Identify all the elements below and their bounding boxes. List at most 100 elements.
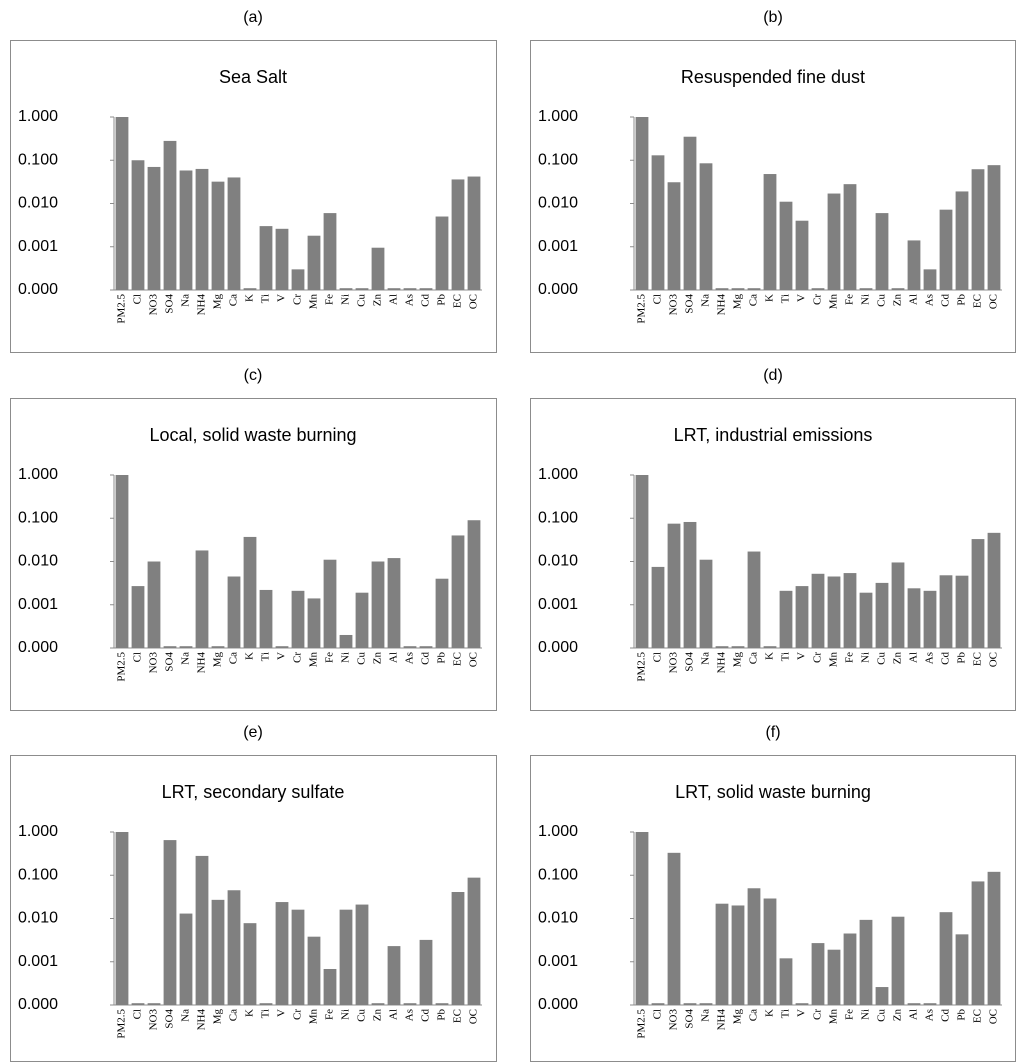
bar xyxy=(939,912,953,1005)
x-tick-label: Al xyxy=(388,294,400,305)
bar xyxy=(403,1003,417,1005)
bar xyxy=(259,226,273,290)
bar xyxy=(227,576,241,648)
x-tick-label: V xyxy=(276,294,288,302)
bar xyxy=(355,288,369,290)
bar xyxy=(763,898,777,1005)
x-tick-label: Cd xyxy=(420,294,432,307)
x-tick-label: Cu xyxy=(876,1009,888,1022)
bar xyxy=(227,177,241,290)
x-tick-label: K xyxy=(764,1009,776,1017)
bar xyxy=(779,201,793,290)
x-tick-label: Zn xyxy=(372,652,384,665)
bar xyxy=(419,288,433,290)
bar xyxy=(747,288,761,290)
bar xyxy=(307,936,321,1005)
bar xyxy=(451,535,465,648)
x-tick-label: K xyxy=(764,652,776,660)
bar xyxy=(843,184,857,290)
bar xyxy=(131,160,145,290)
x-tick-label: SO4 xyxy=(164,652,176,672)
bar xyxy=(731,905,745,1005)
x-tick-label: As xyxy=(924,294,936,306)
bar xyxy=(419,646,433,648)
y-tick-label: 0.000 xyxy=(538,281,578,298)
bar xyxy=(323,968,337,1005)
x-tick-label: Cd xyxy=(940,652,952,665)
y-tick-label: 0.000 xyxy=(538,639,578,656)
chart-title: Local, solid waste burning xyxy=(149,425,356,445)
x-tick-label: Ni xyxy=(340,294,352,305)
x-tick-label: EC xyxy=(972,1009,984,1023)
x-tick-label: Ca xyxy=(228,294,240,306)
bar xyxy=(875,987,889,1005)
x-tick-label: Ca xyxy=(748,652,760,664)
x-tick-label: OC xyxy=(468,294,480,309)
x-tick-label: Ca xyxy=(748,294,760,306)
chart-title: LRT, secondary sulfate xyxy=(162,782,345,802)
panel-box xyxy=(530,398,1016,711)
x-tick-label: As xyxy=(404,1009,416,1021)
x-tick-label: Fe xyxy=(844,1009,856,1020)
y-tick-label: 0.100 xyxy=(538,509,578,526)
bar xyxy=(779,590,793,648)
bar xyxy=(115,832,129,1005)
x-tick-label: As xyxy=(924,1009,936,1021)
bar xyxy=(795,586,809,648)
y-tick-label: 1.000 xyxy=(18,466,58,483)
bar xyxy=(811,943,825,1005)
bar xyxy=(451,891,465,1005)
bar xyxy=(259,589,273,648)
x-tick-label: Na xyxy=(700,294,712,307)
x-tick-label: NO3 xyxy=(148,652,160,674)
x-tick-label: Zn xyxy=(372,294,384,307)
panel: (d) LRT, industrial emissions 0.000 0.001 0.… xyxy=(530,367,1016,711)
bar xyxy=(435,216,449,290)
y-tick-label: 0.010 xyxy=(18,910,58,927)
x-tick-label: NH4 xyxy=(716,294,728,316)
bar xyxy=(163,840,177,1005)
bar xyxy=(683,521,697,648)
x-tick-label: Pb xyxy=(436,652,448,664)
x-tick-label: Ca xyxy=(228,652,240,664)
x-tick-label: NH4 xyxy=(196,652,208,674)
chart-title: Sea Salt xyxy=(219,67,287,87)
bar xyxy=(635,475,649,648)
bar xyxy=(147,166,161,290)
bar xyxy=(195,168,209,290)
bar xyxy=(907,588,921,648)
bar xyxy=(371,247,385,290)
x-tick-label: Ni xyxy=(860,652,872,663)
x-tick-label: Cd xyxy=(940,1009,952,1022)
x-tick-label: Cl xyxy=(132,1009,144,1019)
bar xyxy=(971,169,985,290)
bar xyxy=(763,646,777,648)
bar xyxy=(163,646,177,648)
x-tick-label: Ni xyxy=(340,652,352,663)
bar xyxy=(339,909,353,1005)
x-tick-label: PM2.5 xyxy=(636,652,648,682)
bar xyxy=(275,646,289,648)
bar xyxy=(179,913,193,1005)
y-tick-label: 1.000 xyxy=(538,823,578,840)
x-tick-label: V xyxy=(276,652,288,660)
bar xyxy=(339,634,353,648)
x-tick-label: NO3 xyxy=(668,1009,680,1031)
x-tick-label: SO4 xyxy=(684,1009,696,1029)
x-tick-label: Cl xyxy=(652,294,664,304)
x-tick-label: Na xyxy=(180,652,192,665)
x-tick-label: Cd xyxy=(420,652,432,665)
x-tick-label: Cu xyxy=(876,652,888,665)
bar xyxy=(371,561,385,648)
x-tick-label: Ti xyxy=(780,652,792,661)
x-tick-label: Zn xyxy=(892,652,904,665)
y-tick-label: 0.010 xyxy=(538,553,578,570)
panel-label: (b) xyxy=(763,9,783,26)
bar xyxy=(987,165,1001,290)
y-tick-label: 0.010 xyxy=(538,195,578,212)
bar xyxy=(715,903,729,1005)
bar xyxy=(763,174,777,290)
x-tick-label: K xyxy=(244,652,256,660)
x-tick-label: Cr xyxy=(812,1009,824,1020)
